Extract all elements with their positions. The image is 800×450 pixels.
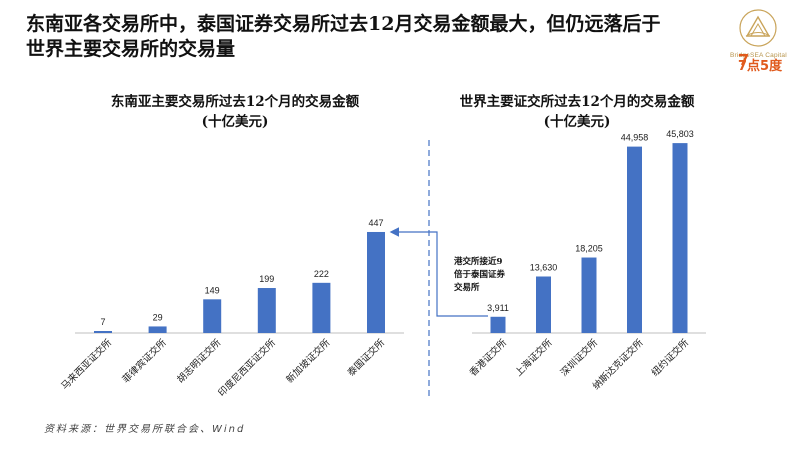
chart1-category-label-2: 菲律宾证交所	[120, 336, 169, 385]
annotation-text: 港交所接近9 倍于泰国证券 交易所	[454, 256, 508, 293]
chart1-category-label-5: 新加坡证交所	[284, 336, 333, 385]
chart1-bar-3	[203, 299, 222, 333]
chart1-value-label-3: 149	[205, 285, 220, 295]
chart2-value-label-2: 13,630	[530, 262, 558, 272]
partner-logo: 7点5度	[738, 54, 782, 74]
chart2-value-label-1: 3,911	[487, 303, 509, 313]
source-note: 资料来源：世界交易所联合会、Wind	[44, 424, 246, 435]
partner-logo-text: 7点5度	[738, 58, 783, 74]
chart1-value-label-1: 7	[100, 317, 105, 327]
page-title: 东南亚各交易所中，泰国证券交易所过去12月交易金额最大，但仍远落后于 世界主要交…	[26, 12, 716, 62]
page-title-line1: 东南亚各交易所中，泰国证券交易所过去12月交易金额最大，但仍远落后于	[26, 13, 661, 35]
chart2-value-label-4: 44,958	[621, 133, 649, 143]
chart1-bar-1	[94, 331, 112, 333]
chart2-category-label-1: 香港证交所	[467, 336, 509, 378]
chart1-value-label-4: 199	[259, 274, 274, 284]
chart2-bar-3	[581, 257, 597, 333]
chart2-category-label-2: 上海证交所	[513, 336, 555, 378]
partner-logo-icon	[739, 54, 748, 66]
chart2-title: 世界主要证交所过去12个月的交易金额	[459, 94, 695, 110]
chart2-bar-4	[627, 146, 642, 333]
chart2-value-label-5: 45,803	[666, 129, 694, 139]
chart1-bar-6	[367, 231, 385, 333]
chart1-bar-5	[312, 282, 331, 333]
chart2-value-label-3: 18,205	[575, 244, 603, 254]
chart1-category-label-1: 马来西亚证交所	[59, 336, 115, 392]
chart1-bar-4	[257, 288, 276, 333]
chart2-title-block: 世界主要证交所过去12个月的交易金额 (十亿美元)	[432, 92, 722, 132]
chart2-bar-5	[672, 143, 688, 333]
chart1-bar-2	[148, 326, 167, 333]
bridgesea-logo-text: BridgeSEA Capital	[730, 52, 787, 59]
chart2-category-label-5: 纽约证交所	[649, 336, 691, 378]
chart1-title: 东南亚主要交易所过去12个月的交易金额	[110, 94, 360, 110]
chart1-category-label-6: 泰国证交所	[345, 336, 387, 378]
chart1-category-label-3: 胡志明证交所	[175, 336, 224, 385]
chart2-bar-1	[490, 316, 506, 333]
chart1-category-label-4: 印度尼西亚证交所	[216, 336, 279, 399]
chart1-sea-exchanges: 7 马来西亚证交所 29 菲律宾证交所 149 胡志明证交所 199 印度尼西亚证交所 222 新…	[59, 218, 404, 399]
page-title-line2: 世界主要交易所的交易量	[26, 38, 236, 60]
chart1-value-label-6: 447	[368, 218, 383, 228]
comparison-arrow	[389, 227, 488, 317]
chart2-subtitle: (十亿美元)	[543, 114, 611, 130]
bridgesea-logo: BridgeSEA Capital	[730, 8, 787, 70]
chart2-category-label-3: 深圳证交所	[558, 336, 600, 378]
chart1-value-label-5: 222	[314, 269, 329, 279]
chart1-value-label-2: 29	[153, 312, 163, 322]
chart1-title-block: 东南亚主要交易所过去12个月的交易金额 (十亿美元)	[90, 92, 380, 132]
bridgesea-logo-icon	[739, 9, 777, 47]
chart1-subtitle: (十亿美元)	[201, 114, 269, 130]
chart2-bar-2	[536, 276, 551, 333]
